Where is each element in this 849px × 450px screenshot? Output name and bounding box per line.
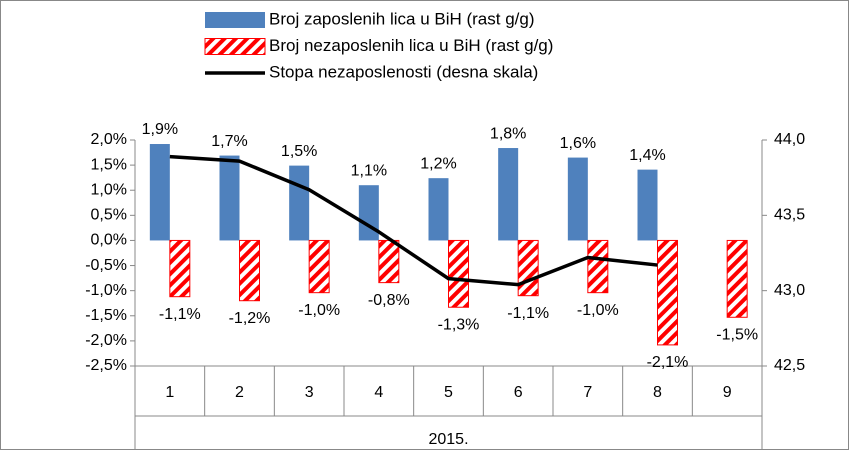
data-label: 1,7% — [211, 133, 247, 150]
data-label: -1,1% — [159, 306, 201, 323]
bar — [587, 239, 609, 294]
y-tick-label: -0,5% — [85, 257, 127, 274]
x-tick-label: 7 — [583, 384, 592, 401]
bar — [378, 239, 400, 284]
data-label: -1,5% — [716, 327, 758, 344]
x-tick-label: 6 — [514, 384, 523, 401]
y-tick-label: 0,5% — [91, 207, 127, 224]
legend-label: Stopa nezaposlenosti (desna skala) — [269, 62, 538, 81]
y-tick-label: 2,0% — [91, 131, 127, 148]
data-label: 1,1% — [351, 162, 387, 179]
y2-tick-label: 43,0 — [774, 282, 805, 299]
bar — [308, 239, 330, 294]
bar — [657, 239, 678, 346]
data-label: 1,2% — [420, 155, 456, 172]
bar — [149, 144, 170, 241]
data-label: 1,4% — [629, 147, 665, 164]
y2-tick-label: 44,0 — [774, 131, 805, 148]
y-tick-label: -1,0% — [85, 282, 127, 299]
bar — [169, 239, 191, 298]
bar — [517, 239, 539, 297]
legend-swatch — [204, 38, 266, 55]
legend-label: Broj nezaposlenih lica u BiH (rast g/g) — [269, 36, 553, 55]
data-label: 1,5% — [281, 143, 317, 160]
data-label: -1,0% — [577, 302, 619, 319]
y-tick-label: -2,5% — [85, 357, 127, 374]
bar — [637, 169, 658, 241]
x-tick-label: 3 — [305, 384, 314, 401]
bar — [239, 239, 260, 302]
x-tick-label: 1 — [165, 384, 174, 401]
bar — [428, 178, 449, 241]
data-label: -1,0% — [298, 302, 340, 319]
x-group-label: 2015. — [428, 431, 468, 448]
data-label: -1,1% — [507, 305, 549, 322]
data-label: 1,8% — [490, 125, 526, 142]
y-tick-label: -2,0% — [85, 332, 127, 349]
y-tick-label: 0,0% — [91, 232, 127, 249]
bar — [498, 148, 519, 241]
y2-tick-label: 42,5 — [774, 357, 805, 374]
x-tick-label: 9 — [723, 384, 732, 401]
legend-swatch — [205, 12, 265, 28]
y-tick-label: -1,5% — [85, 307, 127, 324]
data-label: -1,2% — [229, 310, 271, 327]
legend-label: Broj zaposlenih lica u BiH (rast g/g) — [269, 9, 535, 28]
data-label: 1,9% — [142, 121, 178, 138]
data-label: 1,6% — [560, 135, 596, 152]
y-tick-label: 1,0% — [91, 181, 127, 198]
y2-tick-label: 43,5 — [774, 207, 805, 224]
bar — [448, 239, 469, 308]
bar — [219, 155, 240, 241]
x-tick-label: 2 — [235, 384, 244, 401]
x-tick-label: 8 — [653, 384, 662, 401]
line — [169, 154, 658, 287]
data-label: -0,8% — [368, 292, 410, 309]
bar — [289, 165, 310, 241]
x-tick-label: 4 — [374, 384, 383, 401]
x-tick-label: 5 — [444, 384, 453, 401]
data-label: -1,3% — [438, 316, 480, 333]
bar — [567, 157, 588, 241]
bar — [358, 185, 379, 241]
y-tick-label: 1,5% — [91, 156, 127, 173]
data-label: -2,1% — [647, 354, 689, 371]
bar — [726, 239, 748, 318]
